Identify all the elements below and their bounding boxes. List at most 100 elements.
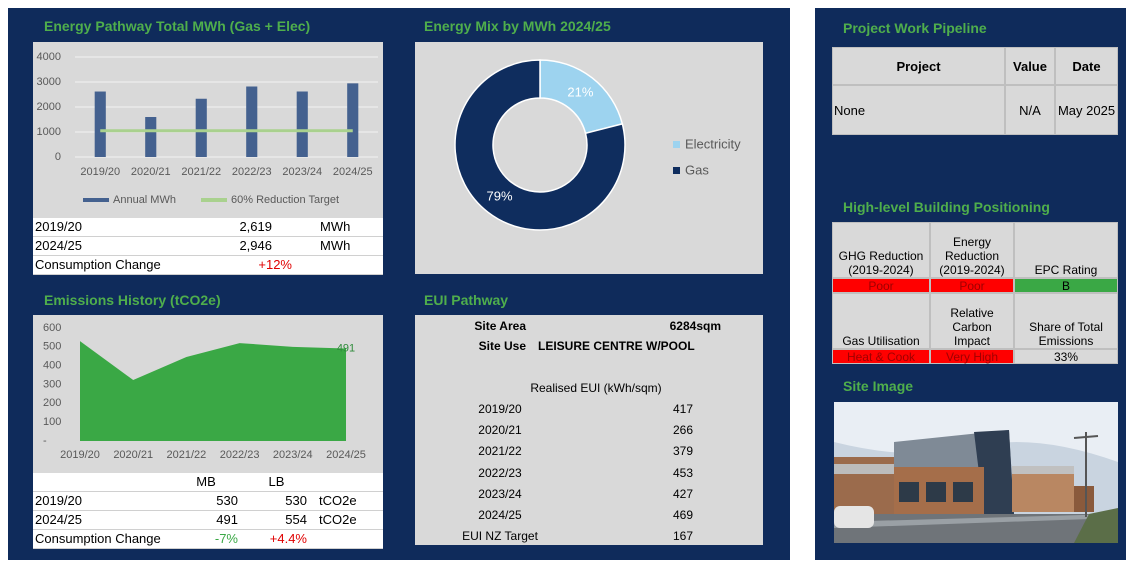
y-tick-label: 4000 bbox=[37, 51, 61, 63]
area-chart: - 100 200 300 400 500 600 2019/20 2020/21 2021/22… bbox=[33, 315, 383, 473]
y-tick-label: 600 bbox=[43, 322, 61, 334]
x-tick-label: 2019/20 bbox=[80, 166, 120, 178]
summary-row: MB LB bbox=[33, 473, 383, 492]
x-tick-label: 2021/22 bbox=[181, 166, 221, 178]
eui-value: 266 bbox=[672, 423, 693, 438]
cell: 530 bbox=[216, 493, 238, 508]
eui-year: 2019/20 bbox=[478, 402, 522, 416]
bar-chart: 0 1000 2000 3000 4000 2019/20 2020/21 2021/22 20… bbox=[33, 42, 383, 218]
eui-year: 2023/24 bbox=[478, 486, 522, 501]
eui-value: 427 bbox=[672, 486, 693, 501]
cell: MWh bbox=[320, 238, 351, 253]
bar bbox=[296, 91, 308, 157]
legend-label: 60% Reduction Target bbox=[231, 194, 339, 206]
x-tick-label: 2020/21 bbox=[113, 449, 153, 461]
cell: 2024/25 bbox=[35, 512, 82, 527]
cell: May 2025 bbox=[1055, 85, 1118, 135]
position-status: Poor bbox=[930, 278, 1014, 293]
emissions-summary: MB LB 2019/20 530 530 tCO2e 2024/25 491 554 tCO… bbox=[33, 473, 383, 549]
eui-year: 2022/23 bbox=[478, 465, 522, 480]
cell: MWh bbox=[320, 219, 351, 234]
y-tick-label: 500 bbox=[43, 341, 61, 353]
position-label: Energy Reduction (2019-2024) bbox=[930, 222, 1014, 278]
cell: N/A bbox=[1005, 85, 1055, 135]
cell: tCO2e bbox=[319, 512, 357, 527]
cell: 2,619 bbox=[239, 219, 272, 234]
label: Site Use bbox=[478, 339, 526, 353]
panel-title: EUI Pathway bbox=[424, 292, 509, 308]
cell: tCO2e bbox=[319, 493, 357, 508]
chart-title: Energy Mix by MWh 2024/25 bbox=[424, 18, 611, 34]
cell: 2,946 bbox=[239, 238, 272, 253]
summary-row: Consumption Change +12% bbox=[33, 256, 383, 275]
y-tick-label: 400 bbox=[43, 360, 61, 372]
position-label: EPC Rating bbox=[1014, 222, 1118, 278]
eui-value: 417 bbox=[672, 402, 693, 416]
bar bbox=[195, 98, 207, 157]
energy-summary: 2019/20 2,619 MWh 2024/25 2,946 MWh Consumpt… bbox=[33, 218, 383, 275]
bar bbox=[246, 86, 258, 157]
cell: 2019/20 bbox=[35, 219, 82, 234]
cell: Consumption Change bbox=[35, 257, 161, 272]
cell: Consumption Change bbox=[35, 531, 161, 546]
cell: None bbox=[832, 85, 1005, 135]
cell: MB bbox=[196, 474, 216, 489]
cell bbox=[33, 473, 172, 491]
position-label: Gas Utilisation bbox=[832, 293, 930, 349]
bar bbox=[347, 83, 359, 157]
eui-value: 453 bbox=[672, 465, 693, 480]
position-status: Poor bbox=[832, 278, 930, 293]
eui-year: EUI NZ Target bbox=[462, 529, 538, 544]
label: Site Area bbox=[474, 319, 526, 333]
panel-title: Site Image bbox=[843, 378, 914, 394]
header: Value bbox=[1005, 47, 1055, 85]
header: Project bbox=[832, 47, 1005, 85]
cell: +4.4% bbox=[269, 531, 307, 546]
y-tick-label: 300 bbox=[43, 378, 61, 390]
area bbox=[80, 341, 346, 441]
data-label: 491 bbox=[337, 342, 355, 354]
legend-label: Gas bbox=[685, 162, 709, 177]
pie-slice bbox=[454, 59, 626, 231]
y-tick-label: 1000 bbox=[37, 126, 61, 138]
y-tick-label: 100 bbox=[43, 416, 61, 428]
summary-row: 2019/20 2,619 MWh bbox=[33, 218, 383, 237]
x-tick-label: 2022/23 bbox=[220, 449, 260, 461]
donut-chart: 21% Electricity 79% Gas bbox=[415, 42, 763, 274]
eui-panel bbox=[415, 315, 763, 545]
y-tick-label: - bbox=[43, 435, 47, 447]
x-tick-label: 2024/25 bbox=[326, 449, 366, 461]
value: LEISURE CENTRE W/POOL bbox=[538, 339, 695, 353]
summary-row: 2024/25 491 554 tCO2e bbox=[33, 511, 383, 530]
cell: -7% bbox=[214, 531, 238, 546]
legend-swatch bbox=[673, 141, 680, 148]
x-tick-label: 2023/24 bbox=[273, 449, 313, 461]
y-tick-label: 0 bbox=[55, 151, 61, 163]
eui-year: 2020/21 bbox=[478, 423, 522, 438]
position-status: 33% bbox=[1014, 349, 1118, 364]
bar bbox=[145, 117, 157, 157]
position-status: Heat & Cook bbox=[832, 349, 930, 364]
header: Date bbox=[1055, 47, 1118, 85]
y-tick-label: 2000 bbox=[37, 101, 61, 113]
summary-row: Consumption Change -7% +4.4% bbox=[33, 530, 383, 549]
cell: 491 bbox=[216, 512, 238, 527]
position-label: GHG Reduction (2019-2024) bbox=[832, 222, 930, 278]
pipeline-table: Project Value Date None N/A May 2025 bbox=[832, 47, 1118, 135]
eui-value: 469 bbox=[672, 508, 693, 522]
legend-swatch bbox=[673, 167, 680, 174]
summary-row: 2024/25 2,946 MWh bbox=[33, 237, 383, 256]
x-tick-label: 2021/22 bbox=[167, 449, 207, 461]
position-label: Share of Total Emissions bbox=[1014, 293, 1118, 349]
y-tick-label: 200 bbox=[43, 397, 61, 409]
data-label: 21% bbox=[567, 84, 593, 99]
cell: 554 bbox=[285, 512, 307, 527]
cell: 530 bbox=[285, 493, 307, 508]
position-status: Very High bbox=[930, 349, 1014, 364]
legend-swatch bbox=[83, 198, 109, 202]
value: 6284sqm bbox=[669, 319, 721, 333]
panel-title: Project Work Pipeline bbox=[843, 20, 987, 36]
position-label: Relative Carbon Impact bbox=[930, 293, 1014, 349]
x-tick-label: 2024/25 bbox=[333, 166, 373, 178]
